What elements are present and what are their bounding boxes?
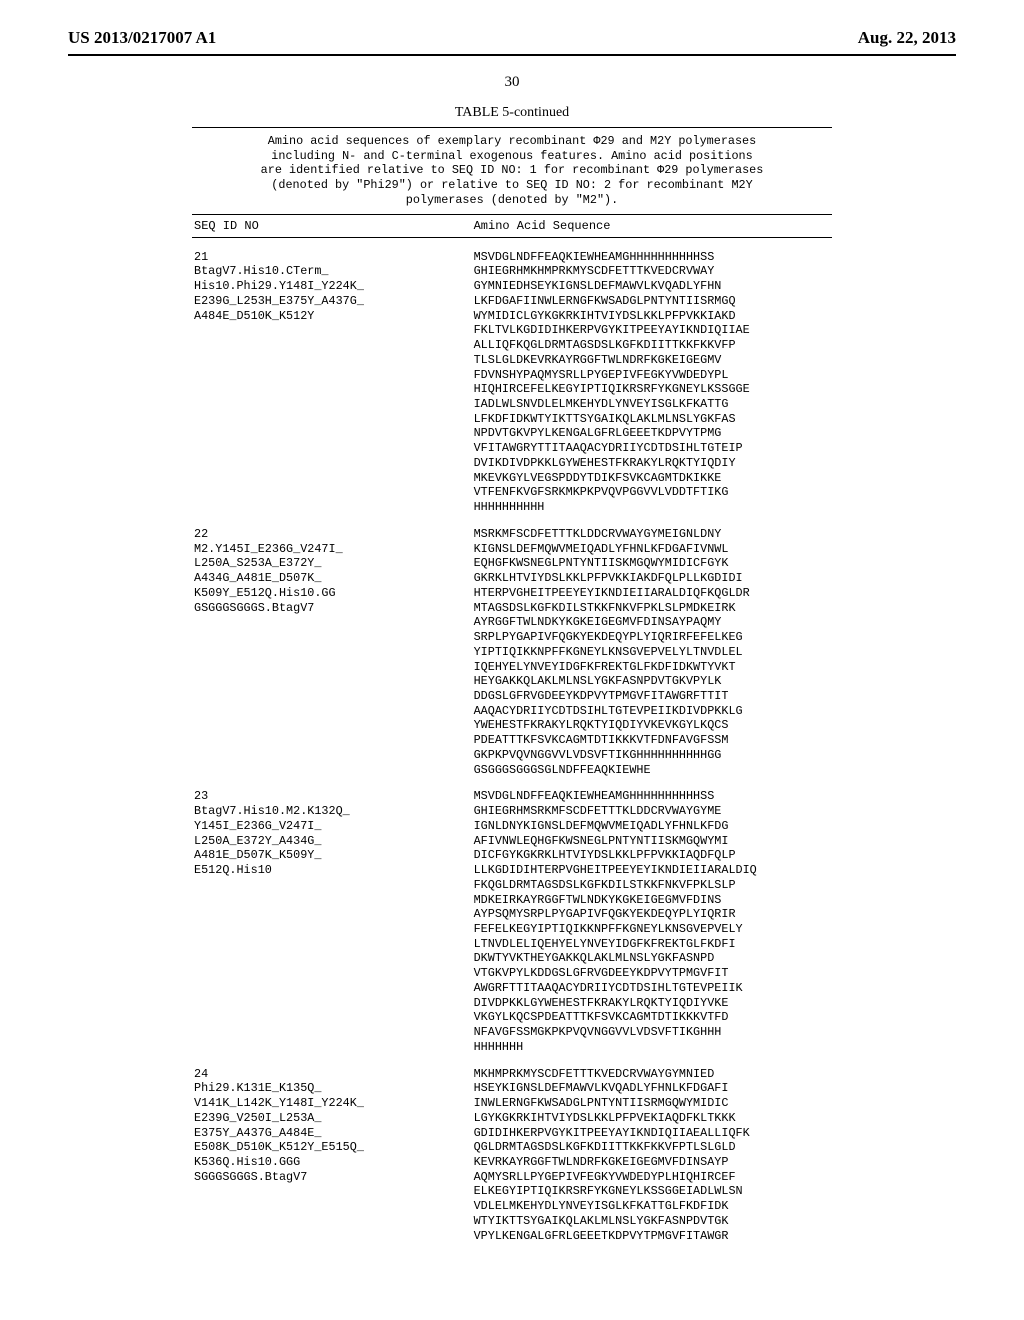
table-row: 23 BtagV7.His10.M2.K132Q_ Y145I_E236G_V2…: [192, 777, 832, 1054]
table-caption: Amino acid sequences of exemplary recomb…: [192, 128, 832, 214]
table-title: TABLE 5-continued: [455, 105, 569, 121]
seq-id-cell: 21 BtagV7.His10.CTerm_ His10.Phi29.Y148I…: [192, 250, 474, 324]
seq-id-cell: 23 BtagV7.His10.M2.K132Q_ Y145I_E236G_V2…: [192, 789, 474, 877]
sequence-cell: MSVDGLNDFFEAQKIEWHEAMGHHHHHHHHHHSS GHIEG…: [474, 789, 832, 1054]
table-row: 24 Phi29.K131E_K135Q_ V141K_L142K_Y148I_…: [192, 1055, 832, 1244]
content-area: TABLE 5-continued Amino acid sequences o…: [68, 105, 956, 1243]
column-header-seqid: SEQ ID NO: [192, 219, 474, 233]
caption-line: (denoted by "Phi29") or relative to SEQ …: [271, 178, 752, 192]
column-header-sequence: Amino Acid Sequence: [474, 219, 832, 233]
page-container: US 2013/0217007 A1 Aug. 22, 2013 30 TABL…: [0, 0, 1024, 1320]
caption-line: are identified relative to SEQ ID NO: 1 …: [261, 163, 764, 177]
sequence-table: Amino acid sequences of exemplary recomb…: [192, 127, 832, 1243]
caption-line: Amino acid sequences of exemplary recomb…: [268, 134, 756, 148]
column-header-row: SEQ ID NO Amino Acid Sequence: [192, 215, 832, 237]
table-row: 21 BtagV7.His10.CTerm_ His10.Phi29.Y148I…: [192, 238, 832, 515]
table-row: 22 M2.Y145I_E236G_V247I_ L250A_S253A_E37…: [192, 515, 832, 777]
header-rule: [68, 54, 956, 56]
seq-id-cell: 22 M2.Y145I_E236G_V247I_ L250A_S253A_E37…: [192, 527, 474, 615]
publication-number: US 2013/0217007 A1: [68, 28, 216, 48]
caption-line: including N- and C-terminal exogenous fe…: [271, 149, 752, 163]
caption-line: polymerases (denoted by "M2").: [406, 193, 618, 207]
publication-date: Aug. 22, 2013: [858, 28, 956, 48]
page-header: US 2013/0217007 A1 Aug. 22, 2013: [68, 28, 956, 48]
page-number: 30: [68, 74, 956, 91]
sequence-cell: MKHMPRKMYSCDFETTTKVEDCRVWAYGYMNIED HSEYK…: [474, 1067, 832, 1244]
sequence-cell: MSRKMFSCDFETTTKLDDCRVWAYGYMEIGNLDNY KIGN…: [474, 527, 832, 777]
seq-id-cell: 24 Phi29.K131E_K135Q_ V141K_L142K_Y148I_…: [192, 1067, 474, 1185]
sequence-cell: MSVDGLNDFFEAQKIEWHEAMGHHHHHHHHHHSS GHIEG…: [474, 250, 832, 515]
